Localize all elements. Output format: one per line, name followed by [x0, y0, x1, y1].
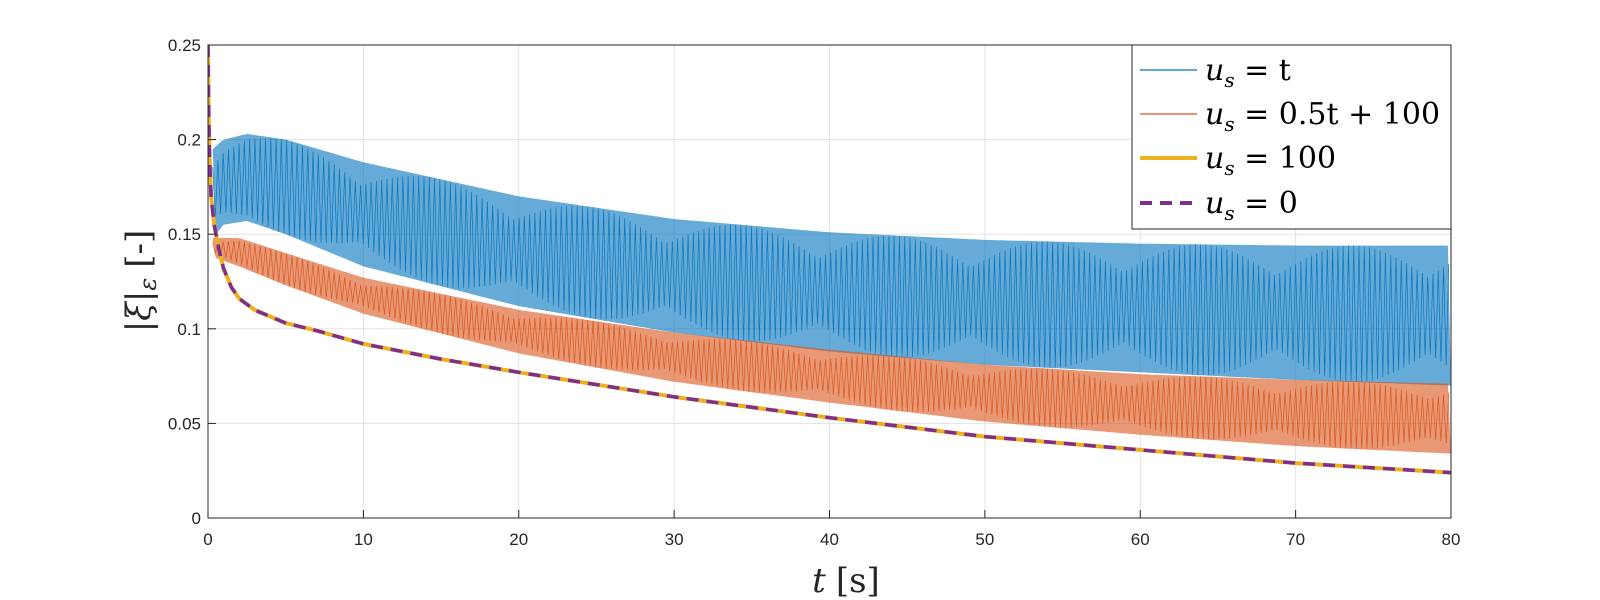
- y-axis-unit: [-]: [119, 230, 159, 268]
- series-us-half-t-plus-100: [212, 238, 1451, 454]
- legend-label-us-0: us = 0: [1205, 186, 1298, 225]
- legend: us = t us = 0.5t + 100 us = 100 us = 0: [1131, 44, 1452, 230]
- x-tick-label: 50: [975, 530, 994, 549]
- x-tick-label: 40: [820, 530, 839, 549]
- x-tick-label: 30: [665, 530, 684, 549]
- y-tick-label: 0.25: [168, 36, 201, 55]
- x-tick-label: 70: [1286, 530, 1305, 549]
- x-axis-unit: [s]: [836, 561, 880, 600]
- legend-label-us-half-t-plus-100: us = 0.5t + 100: [1205, 97, 1440, 136]
- y-tick-label: 0.2: [177, 131, 201, 150]
- line-layer: [208, 45, 1451, 475]
- x-tick-label: 10: [354, 530, 373, 549]
- x-axis-label: t [s]: [812, 561, 880, 600]
- y-tick-label: 0: [192, 509, 201, 528]
- band-layer: [212, 134, 1451, 454]
- y-axis-subscript: ε: [134, 278, 162, 291]
- legend-box: [1131, 44, 1452, 230]
- y-axis-label: |ξ|ε [-]: [119, 230, 162, 333]
- x-tick-label: 60: [1131, 530, 1150, 549]
- legend-label-us-100: us = 100: [1205, 141, 1336, 180]
- x-tick-label: 80: [1442, 530, 1461, 549]
- oscillation-trace-us-t: [212, 138, 1450, 383]
- y-tick-label: 0.15: [168, 225, 201, 244]
- series-line-us-0: [208, 45, 1451, 475]
- x-axis-variable: t: [812, 561, 826, 600]
- y-tick-label: 0.05: [168, 414, 201, 433]
- y-axis-variable: |ξ|: [119, 291, 159, 333]
- tick-layer: 0 10 20 30 40 50 60 70 80 0 0.05 0.1 0.15 0.2 0.25: [168, 36, 1461, 549]
- band-fill-us-t: [212, 134, 1451, 386]
- y-tick-label: 0.1: [177, 320, 201, 339]
- oscillation-trace-us-half-t-plus-100: [212, 240, 1450, 450]
- legend-label-us-t: us = t: [1205, 53, 1291, 92]
- x-tick-label: 20: [509, 530, 528, 549]
- series-us-t: [212, 134, 1451, 386]
- x-tick-label: 0: [203, 530, 212, 549]
